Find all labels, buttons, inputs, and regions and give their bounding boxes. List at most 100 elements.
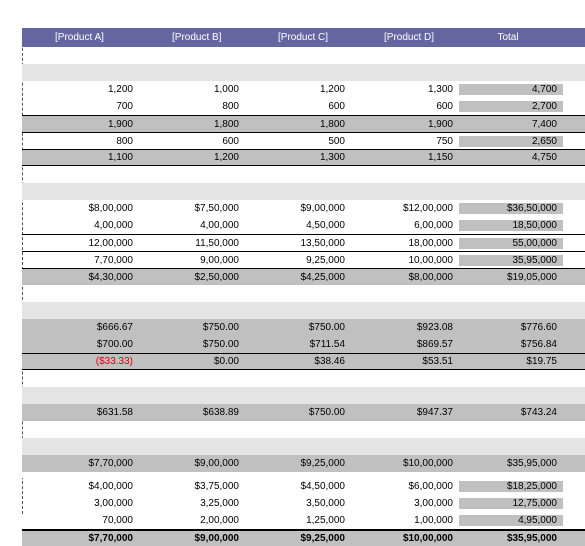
total-cell[interactable]: 2,650 [459,135,563,147]
total-cell[interactable]: 4,700 [459,84,563,95]
cell[interactable]: $7,70,000 [88,533,134,544]
cell[interactable]: $631.58 [96,407,133,418]
cell[interactable]: 70,000 [102,515,133,526]
cell[interactable]: 1,00,000 [414,515,453,526]
total-cell[interactable]: $36,50,000 [459,203,563,214]
cell[interactable]: $4,50,000 [300,481,346,492]
cell[interactable]: $8,00,000 [408,271,454,283]
cell[interactable]: 11,50,000 [195,237,239,249]
cell[interactable]: $9,25,000 [300,458,346,469]
cell[interactable]: $666.67 [96,322,133,333]
cell[interactable]: $38.46 [314,356,345,367]
cell[interactable]: $750.00 [202,339,239,350]
total-cell[interactable]: 12,75,000 [459,498,563,509]
total-cell[interactable]: 2,700 [459,101,563,112]
cell[interactable]: $750.00 [202,322,239,333]
cell[interactable]: 800 [222,101,239,112]
cell[interactable]: 1,300 [319,152,345,163]
cell[interactable]: 1,25,000 [306,515,345,526]
total-cell[interactable]: $743.24 [520,407,557,418]
cell[interactable]: 10,00,000 [408,254,454,266]
cell[interactable]: $750.00 [308,407,345,418]
cell[interactable]: 9,00,000 [200,254,239,266]
cell[interactable]: 1,200 [213,152,239,163]
cell[interactable]: 1,800 [319,118,345,130]
cell[interactable]: 1,800 [213,118,239,130]
cell[interactable]: $53.51 [422,356,453,367]
cell[interactable]: $4,30,000 [88,271,134,283]
cell[interactable]: $0.00 [213,356,239,367]
cell[interactable]: $4,25,000 [300,271,346,283]
total-cell[interactable]: 55,00,000 [459,237,563,249]
cell[interactable]: 1,900 [427,118,453,130]
header-product-b[interactable]: [Product B] [172,32,222,43]
header-product-c[interactable]: [Product C] [278,32,329,43]
cell[interactable]: 800 [116,135,133,147]
total-cell[interactable]: $756.84 [520,339,557,350]
cell[interactable]: 18,00,000 [408,237,454,249]
cell[interactable]: $869.57 [416,339,453,350]
cell[interactable]: 3,00,000 [94,498,133,509]
cell[interactable]: $9,00,000 [194,533,240,544]
cell[interactable]: 600 [436,101,453,112]
cell[interactable]: $12,00,000 [402,203,453,214]
cell[interactable]: $4,00,000 [88,481,134,492]
cell[interactable]: $9,25,000 [300,533,346,544]
cell[interactable]: 1,900 [107,118,133,130]
cell[interactable]: $3,75,000 [194,481,240,492]
cell[interactable]: $10,00,000 [402,533,453,544]
total-cell[interactable]: $776.60 [520,322,557,333]
cell[interactable]: 600 [222,135,239,147]
cell[interactable]: $711.54 [309,339,345,350]
cell[interactable]: 3,00,000 [414,498,453,509]
cell[interactable]: $8,00,000 [88,203,134,214]
cell[interactable]: $7,50,000 [194,203,240,214]
cell[interactable]: $6,00,000 [408,481,454,492]
header-total[interactable]: Total [497,32,519,43]
total-cell[interactable]: $19,05,000 [506,271,557,283]
cell[interactable]: 1,200 [319,84,345,95]
cell[interactable]: $9,00,000 [194,458,240,469]
cell[interactable]: 4,00,000 [200,220,239,231]
total-cell[interactable]: 35,95,000 [459,254,563,266]
cell[interactable]: 7,70,000 [94,254,133,266]
total-cell[interactable]: $35,95,000 [506,533,557,544]
header-product-a[interactable]: [Product A] [55,32,104,43]
cell[interactable]: 4,00,000 [94,220,133,231]
cell[interactable]: $638.89 [202,407,239,418]
cell[interactable]: $10,00,000 [402,458,453,469]
cell[interactable]: 1,000 [213,84,239,95]
total-cell[interactable]: 4,95,000 [459,515,563,526]
cell[interactable]: $9,00,000 [300,203,346,214]
cell[interactable]: 600 [328,101,345,112]
negative-cell[interactable]: ($33.33) [95,356,133,367]
cell[interactable]: 9,25,000 [306,254,345,266]
cell[interactable]: 1,200 [107,84,133,95]
cell[interactable]: 6,00,000 [414,220,453,231]
total-cell[interactable]: 7,400 [531,118,557,130]
total-cell[interactable]: 18,50,000 [459,220,563,231]
cell[interactable]: 3,25,000 [200,498,239,509]
cell[interactable]: $947.37 [416,407,453,418]
total-cell[interactable]: $18,25,000 [459,481,563,492]
total-cell[interactable]: $19.75 [526,356,557,367]
cell[interactable]: 4,50,000 [306,220,345,231]
cell[interactable]: 1,100 [107,152,133,163]
cell[interactable]: 1,150 [427,152,453,163]
cell[interactable]: $2,50,000 [194,271,240,283]
cell[interactable]: $700.00 [96,339,133,350]
cell[interactable]: 2,00,000 [200,515,239,526]
total-cell[interactable]: $35,95,000 [506,458,557,469]
cell[interactable]: 750 [436,135,453,147]
cell[interactable]: 3,50,000 [306,498,345,509]
cell[interactable]: 500 [328,135,345,147]
cell[interactable]: 1,300 [427,84,453,95]
cell[interactable]: 13,50,000 [300,237,346,249]
header-product-d[interactable]: [Product D] [384,32,435,43]
cell[interactable]: $750.00 [308,322,345,333]
total-cell[interactable]: 4,750 [531,152,557,163]
cell[interactable]: 12,00,000 [88,237,134,249]
cell[interactable]: $923.08 [416,322,453,333]
cell[interactable]: $7,70,000 [88,458,134,469]
cell[interactable]: 700 [116,101,133,112]
